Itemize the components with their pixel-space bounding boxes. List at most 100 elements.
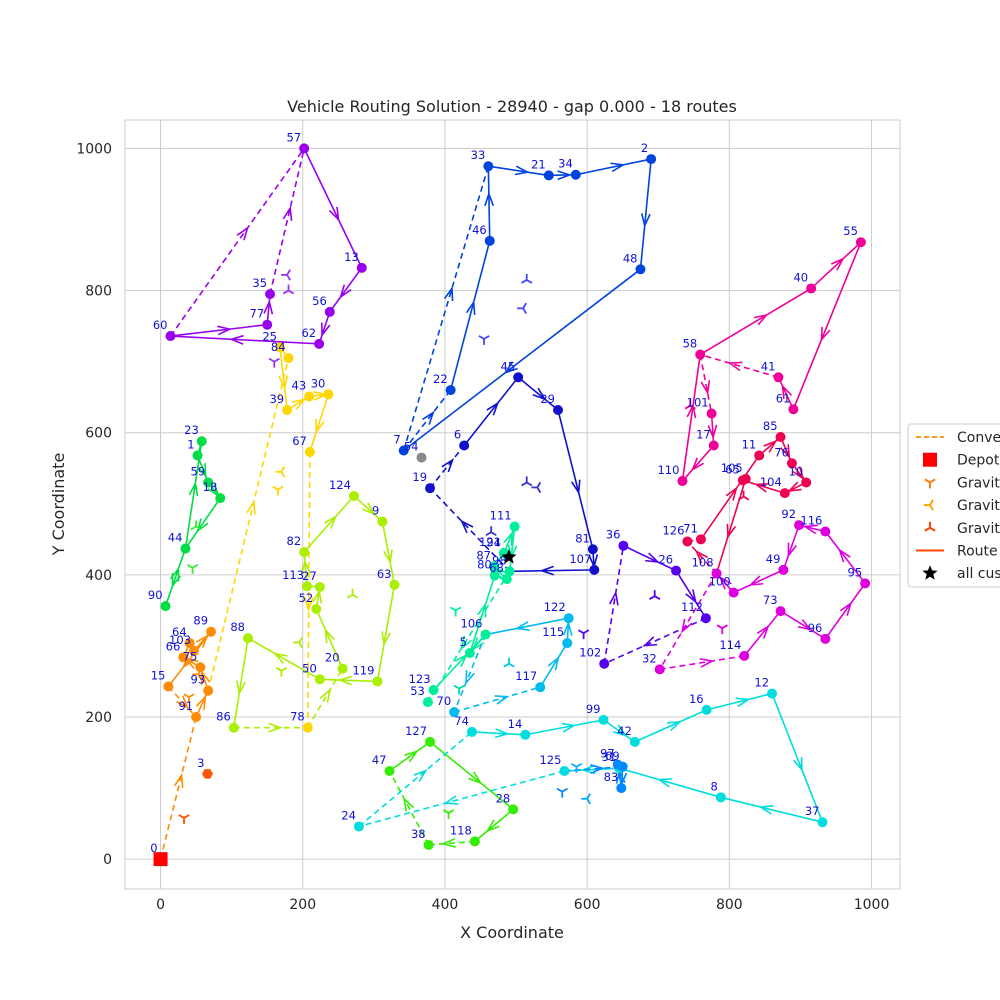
route-segment bbox=[525, 719, 604, 736]
node-label: 69 bbox=[605, 749, 620, 763]
node-label: 44 bbox=[168, 531, 183, 545]
route-arrow bbox=[707, 424, 718, 440]
customer-node bbox=[203, 477, 214, 488]
customer-node bbox=[553, 404, 564, 415]
node-label: 59 bbox=[191, 464, 206, 478]
node-label: 33 bbox=[471, 148, 486, 162]
legend-swatch bbox=[922, 565, 938, 580]
gravity-marker-tri-down bbox=[183, 693, 195, 704]
customer-node bbox=[562, 638, 573, 649]
route-arrow bbox=[753, 483, 769, 493]
customer-node bbox=[425, 736, 436, 747]
customer-node bbox=[779, 488, 790, 499]
route-arrow bbox=[686, 403, 697, 419]
route-segment bbox=[743, 610, 782, 657]
customer-node bbox=[184, 638, 195, 649]
route-arrow bbox=[547, 655, 560, 671]
gravity-marker-tri-left bbox=[581, 793, 591, 805]
nodes-layer bbox=[153, 143, 871, 867]
route-segment bbox=[509, 569, 595, 573]
node-label: 111 bbox=[490, 509, 512, 523]
node-label: 110 bbox=[657, 463, 679, 477]
customer-node bbox=[191, 712, 202, 723]
route-segment bbox=[485, 617, 569, 636]
node-label: 78 bbox=[290, 710, 305, 724]
route-segment bbox=[309, 394, 330, 453]
route-segment bbox=[353, 495, 383, 523]
route-segment bbox=[706, 692, 773, 711]
route-segment bbox=[167, 631, 212, 687]
node-label: 48 bbox=[623, 251, 638, 265]
node-label: 23 bbox=[184, 423, 199, 437]
route-segment bbox=[269, 148, 305, 295]
customer-node bbox=[701, 704, 712, 715]
route-segment bbox=[315, 608, 344, 669]
node-label: 71 bbox=[683, 521, 698, 535]
node-label: 43 bbox=[292, 378, 307, 392]
route-arrow bbox=[460, 519, 474, 534]
node-label: 1 bbox=[187, 437, 194, 451]
customer-node bbox=[348, 490, 359, 501]
route-arrow bbox=[303, 597, 314, 612]
node-label: 82 bbox=[287, 534, 302, 548]
customer-node bbox=[754, 450, 765, 461]
route-arrow bbox=[485, 819, 500, 833]
customer-node bbox=[728, 587, 739, 598]
node-label: 70 bbox=[437, 694, 452, 708]
gravity-marker-tri-up bbox=[649, 590, 661, 600]
route-arrow bbox=[642, 636, 658, 647]
gravity-marker-tri-up bbox=[684, 399, 696, 410]
customer-node bbox=[480, 629, 491, 640]
node-label: 41 bbox=[761, 359, 776, 373]
node-label: 107 bbox=[569, 552, 591, 566]
route-arrow bbox=[694, 549, 709, 564]
gravity-marker-arm bbox=[576, 762, 583, 768]
route-segment bbox=[429, 741, 514, 811]
route-segment bbox=[474, 808, 514, 842]
gravity-marker-arm bbox=[272, 485, 279, 491]
node-label: 62 bbox=[301, 326, 316, 340]
node-label: 32 bbox=[642, 651, 657, 665]
node-label: 63 bbox=[377, 567, 392, 581]
node-label: 11 bbox=[742, 437, 757, 451]
x-tick-label: 400 bbox=[432, 897, 459, 913]
route-segment bbox=[792, 241, 862, 410]
customer-node bbox=[311, 603, 322, 614]
route-segment bbox=[453, 686, 541, 713]
gravity-marker-tri-down bbox=[178, 814, 190, 824]
gravity-marker-arm bbox=[478, 335, 485, 340]
route-arrow bbox=[460, 635, 472, 651]
route-arrow bbox=[735, 697, 751, 708]
route-arrow bbox=[315, 418, 325, 435]
route-segment bbox=[329, 267, 363, 313]
gravity-marker-arm bbox=[737, 495, 745, 501]
y-tick-label: 1000 bbox=[76, 141, 112, 157]
customer-node bbox=[786, 458, 797, 469]
node-label: 21 bbox=[531, 157, 546, 171]
legend: Conve Depot Gravit Gravit Gravit Route all cus bbox=[907, 423, 1000, 588]
x-tick-label: 800 bbox=[716, 897, 743, 913]
node-label: 7 bbox=[393, 432, 400, 446]
customer-node bbox=[860, 578, 871, 589]
node-label: 116 bbox=[800, 514, 822, 528]
route-arrow bbox=[758, 805, 774, 815]
node-label: 45 bbox=[501, 359, 516, 373]
gravity-marker-tri-up bbox=[485, 526, 497, 536]
route-arrow bbox=[468, 771, 483, 785]
route-arrow bbox=[228, 334, 244, 345]
gravity-marker-arm bbox=[298, 636, 303, 643]
route-segment bbox=[376, 584, 396, 682]
gravity-marker-arm bbox=[521, 481, 528, 487]
gravity-marker-tri-up bbox=[282, 284, 295, 295]
route-arrow bbox=[201, 669, 211, 685]
route-arrow bbox=[173, 772, 184, 788]
node-label: 22 bbox=[433, 372, 448, 386]
gravity-marker-arm bbox=[280, 667, 288, 672]
route-arrow bbox=[727, 361, 743, 372]
gravity-marker-arm bbox=[485, 531, 492, 536]
route-arrow bbox=[273, 652, 288, 664]
node-label: 5 bbox=[460, 635, 467, 649]
node-label: 3 bbox=[197, 756, 204, 770]
gravity-marker-tri-up bbox=[190, 520, 202, 531]
node-label: 47 bbox=[372, 753, 387, 767]
